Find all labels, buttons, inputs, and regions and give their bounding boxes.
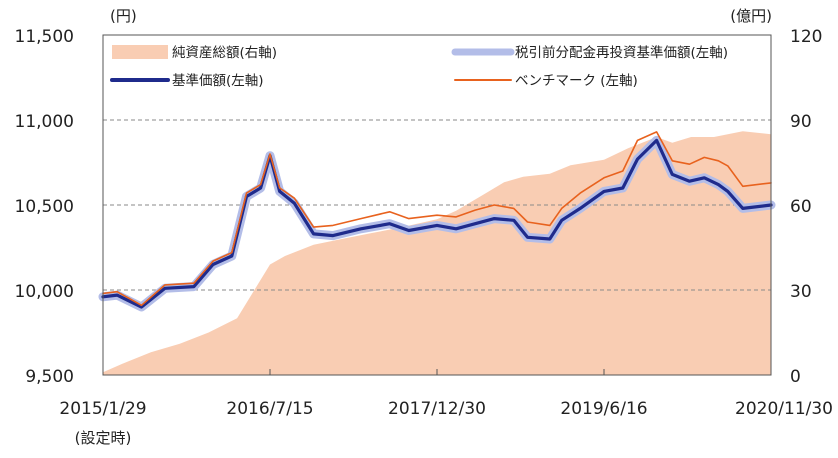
axis-label-group: 9,500 10,000 10,500 11,000 11,500 0 30 60 90 120 (… bbox=[15, 7, 823, 387]
gridline-group bbox=[103, 119, 771, 291]
price-lines-group bbox=[98, 131, 776, 312]
nav-line bbox=[101, 138, 773, 309]
left-tick-label: 11,000 bbox=[15, 112, 74, 132]
x-tick-label: 2019/6/16 bbox=[560, 399, 647, 419]
x-tick-label: 2015/1/29 bbox=[59, 399, 146, 419]
legend-swatch bbox=[112, 45, 168, 59]
right-tick-label: 30 bbox=[790, 282, 812, 302]
left-tick-label: 10,500 bbox=[15, 197, 74, 217]
right-tick-label: 90 bbox=[790, 112, 812, 132]
right-tick-label: 60 bbox=[790, 197, 812, 217]
x-tick-label: 2020/11/30 bbox=[735, 399, 833, 419]
x-tick-label: 2016/7/15 bbox=[226, 399, 313, 419]
x-tick-group: 2015/1/29 2016/7/15 2017/12/30 2019/6/16 202… bbox=[59, 369, 833, 447]
x-sublabel: (設定時) bbox=[75, 429, 132, 447]
left-tick-label: 10,000 bbox=[15, 282, 74, 302]
legend-label: 税引前分配金再投資基準価額(左軸) bbox=[515, 44, 728, 61]
left-tick-label: 11,500 bbox=[15, 27, 74, 47]
left-tick-label: 9,500 bbox=[25, 367, 74, 387]
right-tick-label: 120 bbox=[790, 27, 822, 47]
right-tick-label: 0 bbox=[790, 367, 801, 387]
x-tick-label: 2017/12/30 bbox=[388, 399, 486, 419]
legend-label: ベンチマーク (左軸) bbox=[515, 73, 638, 89]
benchmark-line bbox=[102, 131, 772, 307]
legend-label: 純資産総額(右軸) bbox=[172, 45, 277, 61]
left-unit-label: (円) bbox=[110, 7, 137, 25]
legend-label: 基準価額(左軸) bbox=[172, 72, 264, 89]
right-unit-label: (億円) bbox=[730, 7, 772, 25]
legend: 純資産総額(右軸) 税引前分配金再投資基準価額(左軸) 基準価額(左軸) ベンチマーク… bbox=[110, 44, 728, 89]
